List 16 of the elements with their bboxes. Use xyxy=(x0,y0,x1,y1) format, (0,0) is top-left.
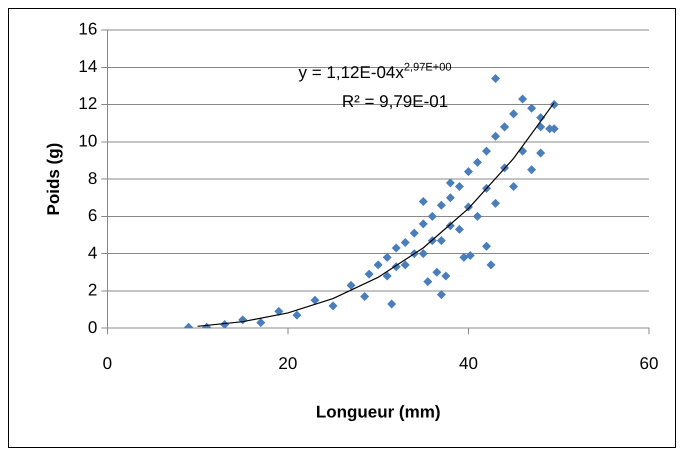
y-tick-label: 14 xyxy=(78,56,98,76)
y-tick-label: 12 xyxy=(78,94,98,114)
x-axis-title: Longueur (mm) xyxy=(316,402,440,422)
y-tick-label: 4 xyxy=(88,243,98,262)
y-tick-label: 10 xyxy=(78,132,98,151)
y-tick-label: 0 xyxy=(88,318,98,337)
x-tick-label: 0 xyxy=(102,354,112,374)
y-tick-label: 2 xyxy=(88,280,98,300)
annotation: R² = 9,79E-01 xyxy=(342,92,448,111)
x-tick-label: 60 xyxy=(640,354,658,374)
y-tick-label: 6 xyxy=(88,206,98,226)
y-axis-title: Poids (g) xyxy=(44,142,63,216)
x-tick-label: 20 xyxy=(278,354,298,374)
y-tick-label: 8 xyxy=(88,168,98,188)
y-tick-label: 16 xyxy=(78,20,98,39)
x-tick-label: 40 xyxy=(458,354,478,374)
